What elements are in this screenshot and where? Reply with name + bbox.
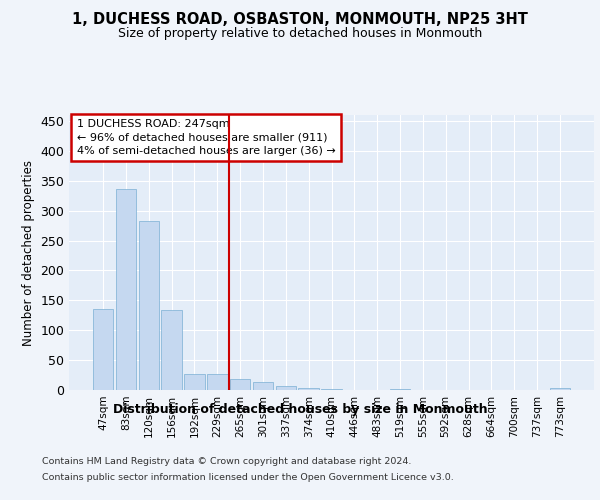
- Text: Distribution of detached houses by size in Monmouth: Distribution of detached houses by size …: [113, 402, 487, 415]
- Text: Contains public sector information licensed under the Open Government Licence v3: Contains public sector information licen…: [42, 472, 454, 482]
- Bar: [93, 310, 113, 390]
- Text: Size of property relative to detached houses in Monmouth: Size of property relative to detached ho…: [118, 28, 482, 40]
- Bar: [253, 382, 273, 390]
- Text: 1, DUCHESS ROAD, OSBASTON, MONMOUTH, NP25 3HT: 1, DUCHESS ROAD, OSBASTON, MONMOUTH, NP2…: [72, 12, 528, 28]
- Bar: [298, 388, 319, 390]
- Bar: [139, 222, 159, 390]
- Bar: [116, 188, 136, 390]
- Text: 1 DUCHESS ROAD: 247sqm
← 96% of detached houses are smaller (911)
4% of semi-det: 1 DUCHESS ROAD: 247sqm ← 96% of detached…: [77, 119, 335, 156]
- Bar: [550, 388, 570, 390]
- Bar: [230, 379, 250, 390]
- Bar: [275, 386, 296, 390]
- Text: Contains HM Land Registry data © Crown copyright and database right 2024.: Contains HM Land Registry data © Crown c…: [42, 458, 412, 466]
- Bar: [207, 374, 227, 390]
- Y-axis label: Number of detached properties: Number of detached properties: [22, 160, 35, 346]
- Bar: [184, 374, 205, 390]
- Bar: [161, 310, 182, 390]
